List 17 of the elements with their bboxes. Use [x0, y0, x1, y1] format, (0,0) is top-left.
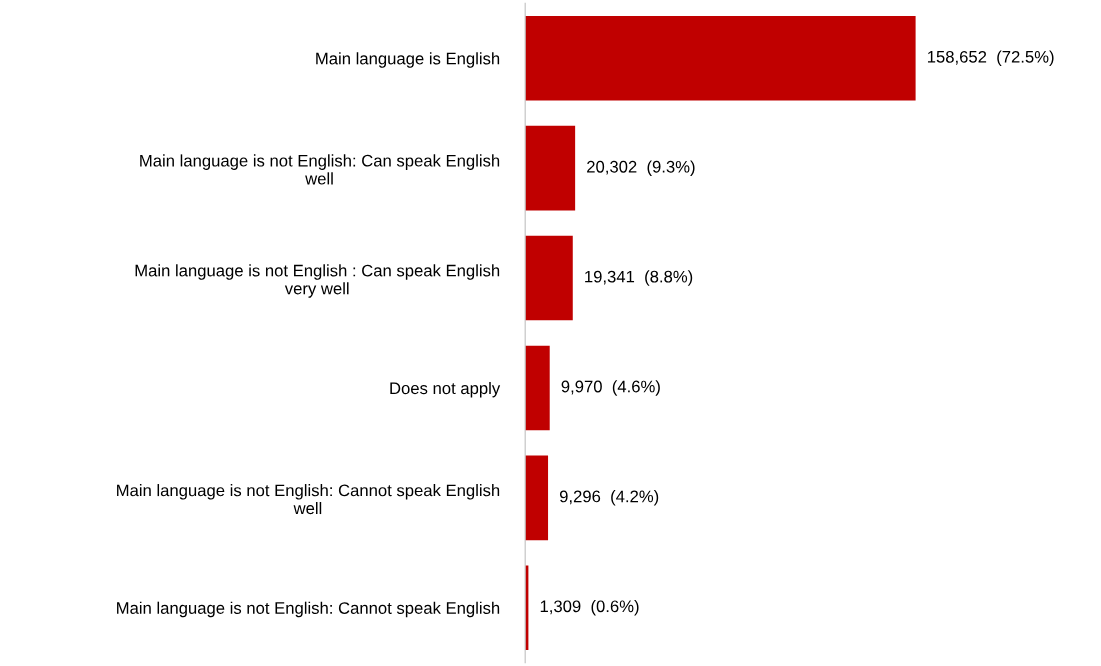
y-tick-label: Main language is not English : Can speak English very well [135, 264, 500, 298]
bar [525, 15, 916, 101]
bar [525, 345, 550, 431]
bar [525, 235, 573, 321]
y-tick-label: Main language is not English: Cannot speak English well [117, 484, 500, 515]
y-tick-label: Main language is English [316, 52, 500, 68]
y-tick-label: Main language is not English: Can speak English well [140, 154, 500, 185]
data-label: 1,309 (0.6%) [540, 599, 639, 616]
bar [525, 455, 549, 541]
data-label: 19,341 (8.8%) [585, 270, 693, 286]
bar [525, 125, 576, 211]
y-tick-label: Does not apply [390, 381, 501, 398]
data-label: 158,652 (72.5%) [927, 50, 1054, 67]
data-label: 20,302 (9.3%) [587, 160, 695, 176]
y-tick-label: Main language is not English: Cannot speak English [117, 601, 500, 618]
data-label: 9,296 (4.2%) [559, 490, 659, 506]
data-label: 9,970 (4.6%) [561, 380, 660, 396]
